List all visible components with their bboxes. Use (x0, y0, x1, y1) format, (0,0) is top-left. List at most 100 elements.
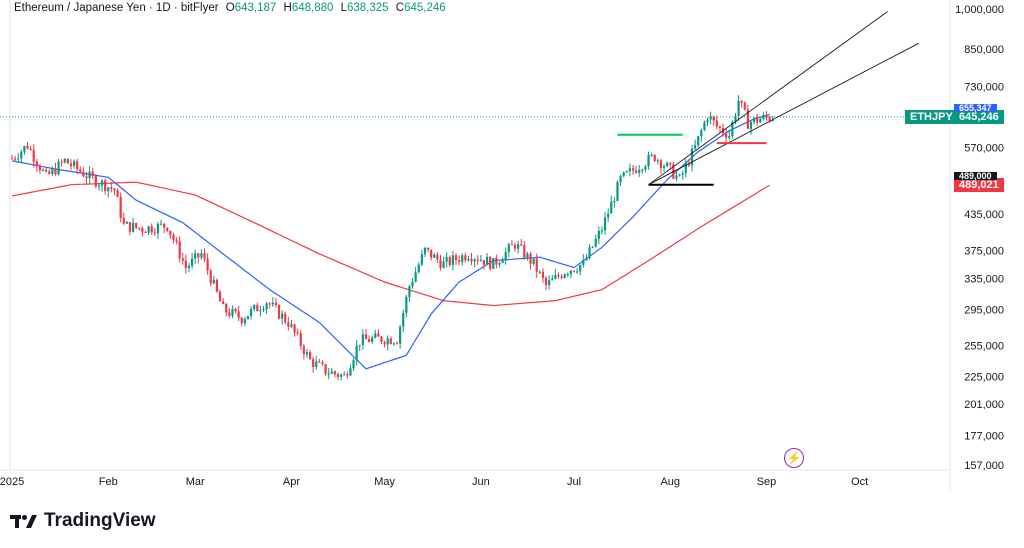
x-tick-label: Mar (186, 476, 205, 488)
candle-body (641, 169, 644, 171)
candle-body (262, 309, 265, 311)
candle-body (610, 201, 613, 214)
x-tick-label: Feb (99, 476, 118, 488)
candle-body (253, 304, 256, 309)
candle-body (675, 175, 678, 179)
candle-body (10, 158, 14, 160)
candle-body (20, 151, 23, 159)
candle-body (312, 359, 315, 368)
candle-body (122, 217, 125, 224)
candle-body (299, 333, 302, 347)
candle-body (361, 334, 364, 345)
candle-body (436, 254, 439, 260)
candle-body (520, 244, 523, 246)
candle-body (749, 122, 753, 129)
candle-body (504, 251, 507, 261)
candle-body (76, 161, 79, 170)
x-tick-label: Apr (283, 476, 300, 488)
y-tick-label: 375,000 (964, 246, 1004, 258)
candle-body (489, 257, 492, 269)
candle-body (54, 168, 57, 175)
candle-body (538, 271, 541, 273)
brand-name: TradingView (44, 510, 156, 531)
candle-body (423, 247, 427, 255)
candle-body (541, 271, 545, 278)
y-tick-label: 1,000,000 (955, 4, 1004, 16)
candle-body (476, 259, 479, 261)
candle-body (467, 258, 470, 261)
candle-body (222, 301, 225, 305)
candle-body (703, 122, 706, 131)
candle-body (579, 265, 582, 272)
candle-body (293, 324, 296, 333)
candle-body (597, 230, 600, 239)
lightning-icon[interactable]: ⚡ (784, 448, 804, 468)
candle-body (433, 254, 436, 258)
low-label: L (340, 2, 347, 14)
candle-body (94, 175, 97, 187)
candle-body (572, 270, 576, 272)
candle-body (718, 126, 722, 128)
candle-body (256, 304, 259, 312)
candle-body (41, 169, 45, 171)
candle-body (442, 261, 445, 268)
chart-header: Ethereum / Japanese Yen · 1D · bitFlyer … (14, 2, 446, 14)
candle-body (734, 115, 737, 122)
candle-body (110, 187, 113, 189)
candle-body (563, 274, 566, 278)
candle-body (181, 258, 184, 261)
candle-body (529, 253, 532, 264)
y-tick-label: 730,000 (964, 82, 1004, 94)
candle-body (271, 302, 274, 305)
x-tick-label: Aug (660, 476, 680, 488)
candle-body (576, 271, 579, 273)
candle-body (352, 360, 355, 369)
candle-body (60, 161, 63, 163)
candle-body (700, 130, 703, 137)
low-value: 638,325 (347, 2, 389, 14)
y-tick-label: 570,000 (964, 142, 1004, 154)
candle-body (498, 263, 501, 265)
y-tick-label: 225,000 (964, 371, 1004, 383)
candle-body (725, 133, 728, 138)
candle-body (501, 260, 504, 264)
candle-body (554, 274, 557, 279)
candle-body (321, 362, 324, 365)
candle-body (771, 119, 774, 121)
candle-body (97, 185, 101, 187)
candle-body (35, 161, 38, 166)
candle-body (417, 264, 420, 273)
candle-body (666, 162, 669, 167)
candle-body (82, 171, 85, 177)
candle-body (45, 169, 48, 172)
candle-body (200, 253, 203, 258)
y-tick-label: 157,000 (964, 460, 1004, 472)
y-tick-label: 255,000 (964, 341, 1004, 353)
candle-body (420, 254, 423, 265)
candle-body (669, 162, 672, 165)
candle-body (644, 166, 647, 170)
candle-body (566, 274, 569, 276)
candle-body (690, 148, 694, 166)
candle-body (712, 116, 715, 121)
candle-body (647, 154, 650, 167)
candle-body (551, 278, 554, 281)
candle-body (175, 240, 178, 242)
candle-body (187, 265, 191, 269)
candle-body (163, 223, 166, 228)
candle-layer (10, 95, 774, 381)
candle-body (523, 245, 526, 259)
candle-body (544, 277, 548, 286)
candle-body (619, 176, 622, 182)
candle-body (17, 158, 20, 160)
candle-body (281, 313, 284, 319)
candle-body (305, 352, 309, 355)
symbol-title: Ethereum / Japanese Yen · 1D · bitFlyer (14, 2, 219, 14)
candle-body (650, 154, 653, 156)
candle-body (482, 260, 486, 265)
candle-body (315, 361, 318, 368)
candle-body (653, 154, 656, 161)
candle-body (625, 171, 628, 173)
candle-body (743, 102, 746, 110)
